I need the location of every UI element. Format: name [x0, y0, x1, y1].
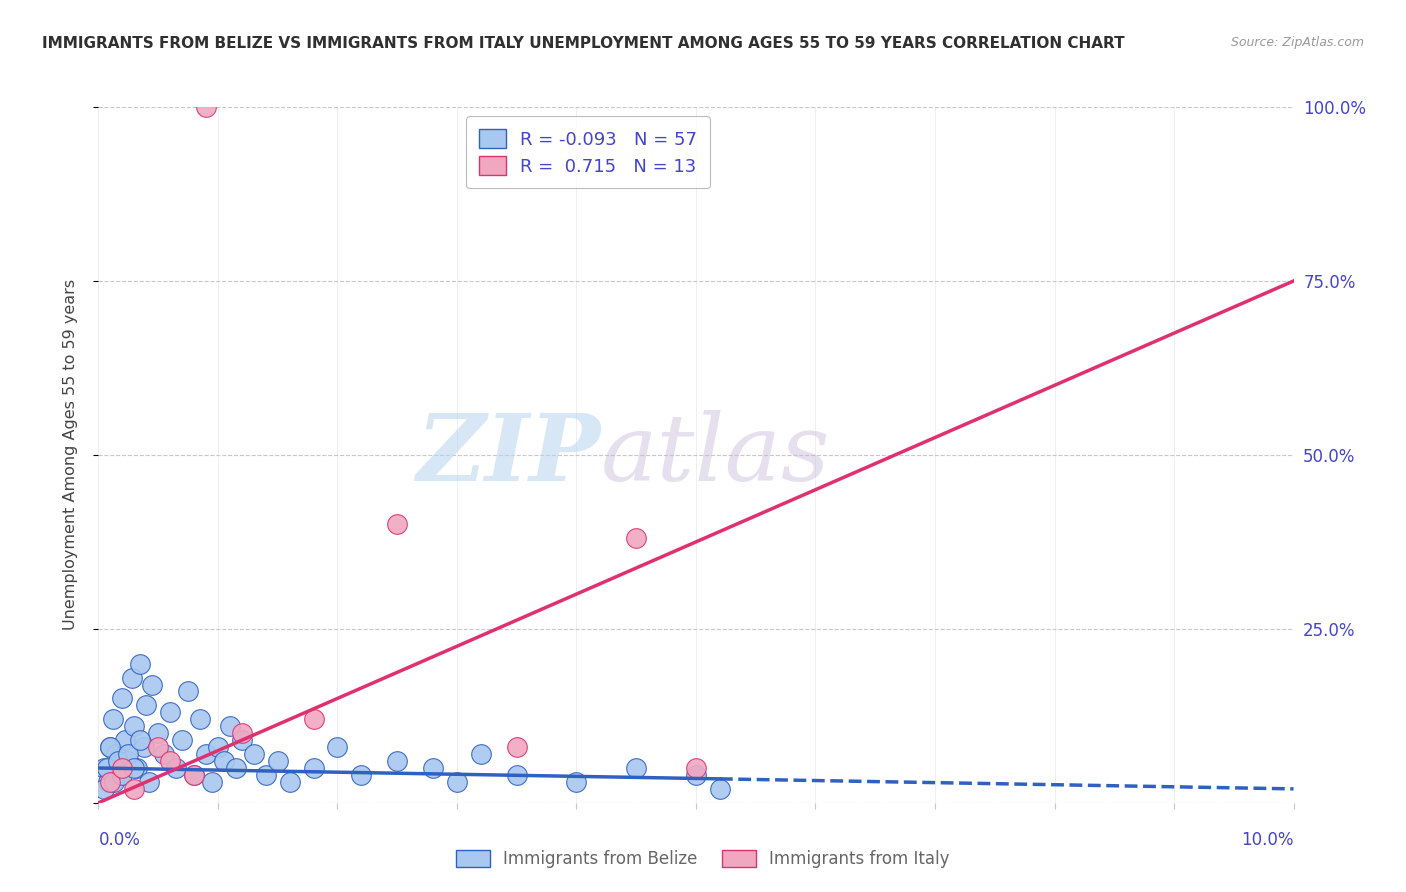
Point: [132, 740, 155, 755]
Point: [207, 740, 229, 755]
Point: [125, 761, 148, 775]
Point: [98, 775, 122, 789]
Point: [129, 657, 152, 671]
Point: [129, 733, 152, 747]
Legend: Immigrants from Belize, Immigrants from Italy: Immigrants from Belize, Immigrants from …: [450, 843, 956, 875]
Point: [177, 684, 200, 698]
Point: [422, 761, 444, 775]
Point: [385, 517, 409, 532]
Point: [709, 781, 731, 796]
Point: [225, 761, 247, 775]
Point: [231, 726, 253, 740]
Point: [172, 733, 194, 747]
Point: [124, 761, 146, 775]
Point: [159, 706, 181, 720]
Point: [302, 761, 325, 775]
Point: [267, 754, 290, 768]
Point: [103, 775, 125, 789]
Point: [212, 754, 235, 768]
Point: [470, 747, 492, 761]
Text: ZIP: ZIP: [416, 410, 600, 500]
Point: [231, 733, 253, 747]
Point: [98, 740, 122, 755]
Point: [96, 761, 118, 775]
Point: [117, 747, 139, 761]
Point: [195, 747, 218, 761]
Y-axis label: Unemployment Among Ages 55 to 59 years: Unemployment Among Ages 55 to 59 years: [63, 279, 77, 631]
Point: [138, 775, 160, 789]
Point: [219, 719, 242, 733]
Point: [506, 768, 529, 782]
Point: [446, 775, 468, 789]
Text: 0.0%: 0.0%: [98, 830, 141, 848]
Point: [278, 775, 301, 789]
Point: [302, 712, 325, 726]
Point: [114, 733, 136, 747]
Point: [385, 754, 409, 768]
Point: [626, 761, 648, 775]
Point: [148, 740, 170, 755]
Point: [165, 761, 187, 775]
Point: [111, 768, 134, 782]
Point: [117, 754, 139, 768]
Text: 10.0%: 10.0%: [1241, 830, 1294, 848]
Point: [124, 719, 146, 733]
Point: [141, 677, 163, 691]
Point: [148, 726, 170, 740]
Text: IMMIGRANTS FROM BELIZE VS IMMIGRANTS FROM ITALY UNEMPLOYMENT AMONG AGES 55 TO 59: IMMIGRANTS FROM BELIZE VS IMMIGRANTS FRO…: [42, 36, 1125, 51]
Point: [97, 775, 120, 789]
Point: [195, 100, 218, 114]
Point: [98, 740, 122, 755]
Point: [254, 768, 277, 782]
Point: [135, 698, 157, 713]
Point: [107, 754, 129, 768]
Point: [159, 754, 181, 768]
Point: [105, 747, 128, 761]
Text: atlas: atlas: [600, 410, 830, 500]
Point: [685, 761, 707, 775]
Point: [121, 671, 143, 685]
Point: [108, 768, 131, 782]
Point: [188, 712, 211, 726]
Point: [350, 768, 373, 782]
Point: [506, 740, 529, 755]
Point: [93, 781, 115, 796]
Point: [685, 768, 707, 782]
Point: [183, 768, 205, 782]
Point: [153, 747, 176, 761]
Point: [183, 768, 205, 782]
Point: [565, 775, 588, 789]
Point: [124, 781, 146, 796]
Point: [111, 691, 134, 706]
Point: [243, 747, 266, 761]
Legend: R = -0.093   N = 57, R =  0.715   N = 13: R = -0.093 N = 57, R = 0.715 N = 13: [465, 116, 710, 188]
Point: [626, 532, 648, 546]
Point: [111, 761, 134, 775]
Point: [101, 712, 124, 726]
Point: [201, 775, 224, 789]
Text: Source: ZipAtlas.com: Source: ZipAtlas.com: [1230, 36, 1364, 49]
Point: [326, 740, 349, 755]
Point: [93, 761, 115, 775]
